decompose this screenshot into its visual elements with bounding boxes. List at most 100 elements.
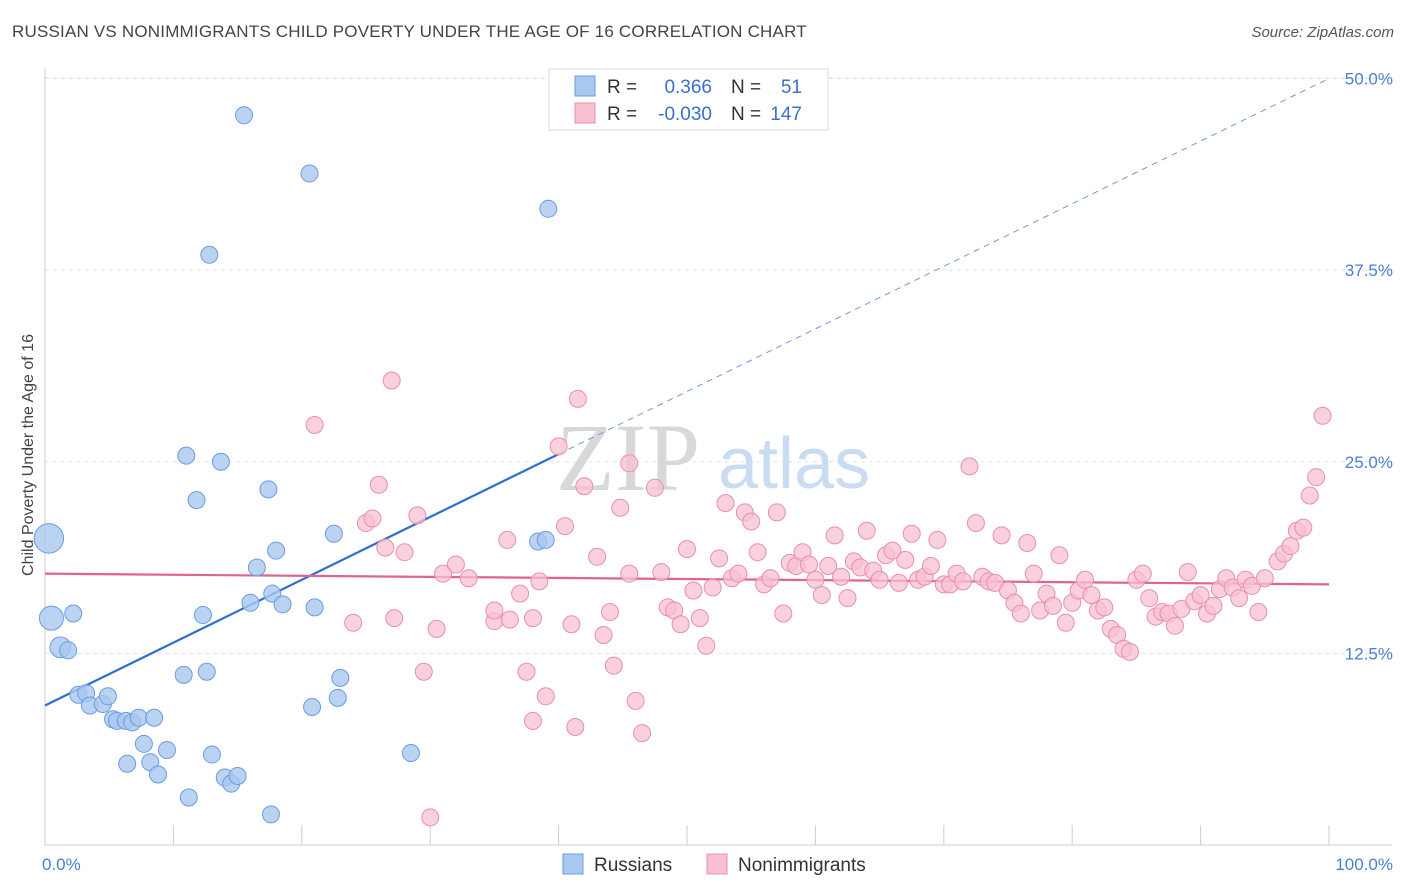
x-tick-label-min: 0.0%	[42, 855, 81, 874]
data-point-nonimmigrants	[1165, 616, 1184, 635]
data-point-russians	[300, 164, 319, 183]
axes	[44, 68, 1392, 846]
data-point-russians	[328, 688, 347, 707]
data-point-nonimmigrants	[568, 389, 587, 408]
data-point-nonimmigrants	[742, 512, 761, 531]
legend-n-label-russians: N =	[731, 77, 761, 98]
data-point-nonimmigrants	[921, 556, 940, 575]
data-point-nonimmigrants	[363, 509, 382, 528]
data-point-nonimmigrants	[966, 514, 985, 533]
data-point-russians	[200, 245, 219, 264]
data-point-russians	[145, 708, 164, 727]
bottom-legend-swatch-russians	[562, 853, 584, 875]
data-point-russians	[134, 734, 153, 753]
data-point-nonimmigrants	[485, 601, 504, 620]
data-point-nonimmigrants	[1082, 586, 1101, 605]
trend-lines	[44, 78, 1330, 707]
data-point-nonimmigrants	[588, 547, 607, 566]
data-point-russians	[202, 745, 221, 764]
data-point-nonimmigrants	[1230, 589, 1249, 608]
data-point-nonimmigrants	[703, 578, 722, 597]
data-point-nonimmigrants	[600, 602, 619, 621]
data-point-nonimmigrants	[385, 609, 404, 628]
data-point-nonimmigrants	[620, 564, 639, 583]
data-point-nonimmigrants	[896, 550, 915, 569]
data-point-nonimmigrants	[761, 569, 780, 588]
data-point-russians	[261, 805, 280, 824]
data-point-russians	[148, 765, 167, 784]
data-point-nonimmigrants	[395, 543, 414, 562]
legend-box: R = 0.366 N = 51 R = -0.030 N = 147	[548, 68, 829, 131]
legend-n-value-russians: 51	[781, 77, 802, 98]
bottom-legend-swatch-nonimmigrants	[706, 853, 728, 875]
data-point-nonimmigrants	[1204, 596, 1223, 615]
trend-line-russians	[44, 453, 560, 707]
data-point-nonimmigrants	[645, 478, 664, 497]
data-point-nonimmigrants	[633, 724, 652, 743]
data-point-nonimmigrants	[1281, 537, 1300, 556]
chart-title: RUSSIAN VS NONIMMIGRANTS CHILD POVERTY U…	[12, 22, 807, 41]
data-point-nonimmigrants	[626, 691, 645, 710]
series-russians	[33, 106, 558, 824]
data-point-nonimmigrants	[889, 573, 908, 592]
data-point-russians	[129, 708, 148, 727]
data-point-nonimmigrants	[671, 615, 690, 634]
data-point-nonimmigrants	[838, 589, 857, 608]
y-axis-label: Child Poverty Under the Age of 16	[20, 334, 37, 576]
data-point-russians	[235, 106, 254, 125]
data-point-nonimmigrants	[549, 437, 568, 456]
data-point-russians	[174, 665, 193, 684]
data-point-nonimmigrants	[427, 619, 446, 638]
data-point-russians	[259, 480, 278, 499]
data-point-russians	[64, 604, 83, 623]
data-point-nonimmigrants	[902, 524, 921, 543]
y-tick-label: 25.0%	[1345, 453, 1393, 472]
y-tick-label: 12.5%	[1345, 644, 1393, 663]
data-point-nonimmigrants	[799, 555, 818, 574]
data-point-nonimmigrants	[1133, 564, 1152, 583]
data-point-nonimmigrants	[1294, 518, 1313, 537]
data-point-nonimmigrants	[928, 530, 947, 549]
data-point-nonimmigrants	[459, 569, 478, 588]
data-point-russians	[38, 605, 64, 631]
data-point-nonimmigrants	[556, 517, 575, 536]
legend-swatch-russians	[574, 75, 596, 97]
data-point-nonimmigrants	[1191, 586, 1210, 605]
data-point-nonimmigrants	[1313, 406, 1332, 425]
bottom-legend-label-russians: Russians	[594, 855, 672, 876]
legend-r-value-russians: 0.366	[664, 77, 712, 98]
data-point-russians	[211, 452, 230, 471]
watermark: ZIP atlas	[556, 404, 870, 511]
data-point-nonimmigrants	[652, 563, 671, 582]
data-point-nonimmigrants	[498, 530, 517, 549]
data-point-nonimmigrants	[812, 586, 831, 605]
data-point-russians	[539, 199, 558, 218]
data-point-nonimmigrants	[594, 625, 613, 644]
trend-line-russians-extension	[558, 78, 1330, 455]
data-point-nonimmigrants	[1178, 563, 1197, 582]
data-point-nonimmigrants	[1050, 546, 1069, 565]
data-point-russians	[273, 595, 292, 614]
legend-swatch-nonimmigrants	[574, 102, 596, 124]
data-point-nonimmigrants	[1056, 613, 1075, 632]
data-point-nonimmigrants	[1018, 533, 1037, 552]
data-point-russians	[247, 558, 266, 577]
data-point-nonimmigrants	[536, 687, 555, 706]
data-point-nonimmigrants	[604, 656, 623, 675]
y-tick-label: 37.5%	[1345, 261, 1393, 280]
data-point-nonimmigrants	[678, 540, 696, 559]
data-point-russians	[401, 744, 420, 763]
data-point-nonimmigrants	[729, 564, 748, 583]
data-point-russians	[59, 641, 78, 660]
x-tick-label-max: 100.0%	[1335, 855, 1393, 874]
bottom-legend-label-nonimmigrants: Nonimmigrants	[738, 855, 866, 876]
data-point-nonimmigrants	[954, 572, 973, 591]
data-point-nonimmigrants	[344, 613, 363, 632]
data-point-russians	[536, 530, 555, 549]
data-point-russians	[193, 606, 212, 625]
data-point-russians	[187, 491, 206, 510]
data-point-nonimmigrants	[1300, 486, 1319, 505]
data-point-nonimmigrants	[511, 584, 530, 603]
data-point-nonimmigrants	[870, 570, 889, 589]
